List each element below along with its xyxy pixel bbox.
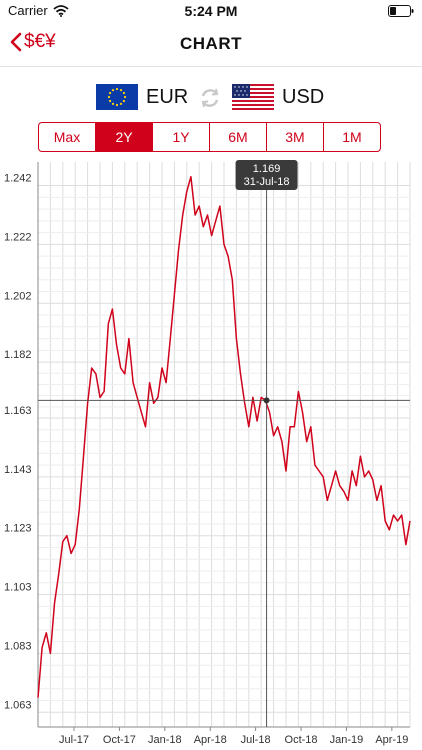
x-tick-label: Jul-18	[241, 734, 271, 746]
x-tick-label: Apr-18	[194, 734, 227, 746]
y-tick-label: 1.143	[4, 464, 32, 476]
carrier-label: Carrier	[8, 3, 48, 18]
rate-chart[interactable]: 1.242 1.222 1.202 1.182 1.163 1.143 1.123 1.103…	[0, 160, 422, 750]
tooltip-box	[235, 160, 298, 190]
nav-bar: $€¥ CHART	[0, 22, 422, 67]
status-bar: Carrier 5:24 PM	[0, 0, 422, 22]
page-title: CHART	[180, 34, 242, 53]
quote-currency-code: USD	[282, 85, 325, 108]
y-tick-label: 1.083	[4, 640, 32, 652]
tooltip-date: 31-Jul-18	[244, 176, 290, 188]
y-tick-label: 1.182	[4, 349, 32, 361]
range-selector: Max 2Y 1Y 6M 3M 1M	[38, 122, 381, 152]
x-tick-label: Apr-19	[375, 734, 408, 746]
x-tick-label: Oct-17	[103, 734, 136, 746]
currency-pair: EUR USD	[0, 84, 422, 114]
highlight-point	[263, 397, 270, 404]
rate-series-line	[37, 175, 411, 698]
x-tick-label: Jul-17	[59, 734, 89, 746]
range-1y[interactable]: 1Y	[152, 123, 209, 151]
status-time: 5:24 PM	[184, 3, 238, 19]
battery-icon	[388, 5, 414, 17]
y-tick-label: 1.123	[4, 523, 32, 535]
range-2y[interactable]: 2Y	[95, 123, 152, 151]
x-tick-label: Jan-18	[148, 734, 182, 746]
wifi-icon	[53, 4, 69, 17]
y-tick-label: 1.163	[4, 405, 32, 417]
refresh-icon	[201, 88, 219, 108]
y-tick-label: 1.103	[4, 582, 32, 594]
range-3m[interactable]: 3M	[266, 123, 323, 151]
y-tick-label: 1.202	[4, 290, 32, 302]
swap-button[interactable]	[199, 87, 221, 114]
range-1m[interactable]: 1M	[323, 123, 380, 151]
back-button[interactable]: $€¥	[10, 31, 56, 53]
back-button-label: $€¥	[24, 31, 56, 52]
y-tick-label: 1.222	[4, 231, 32, 243]
x-tick-label: Jan-19	[330, 734, 364, 746]
status-right	[388, 5, 414, 20]
chevron-left-icon	[10, 32, 22, 52]
base-currency-code: EUR	[146, 85, 189, 108]
y-tick-label: 1.063	[4, 699, 32, 711]
tooltip-value: 1.169	[253, 163, 281, 175]
status-left: Carrier	[8, 3, 69, 18]
range-6m[interactable]: 6M	[209, 123, 266, 151]
quote-currency[interactable]: USD	[232, 84, 324, 110]
us-flag-icon	[232, 84, 274, 110]
y-tick-label: 1.242	[4, 173, 32, 185]
x-tick-label: Oct-18	[285, 734, 318, 746]
base-currency[interactable]: EUR	[96, 84, 188, 110]
range-max[interactable]: Max	[53, 129, 81, 145]
eu-flag-icon	[96, 84, 138, 110]
